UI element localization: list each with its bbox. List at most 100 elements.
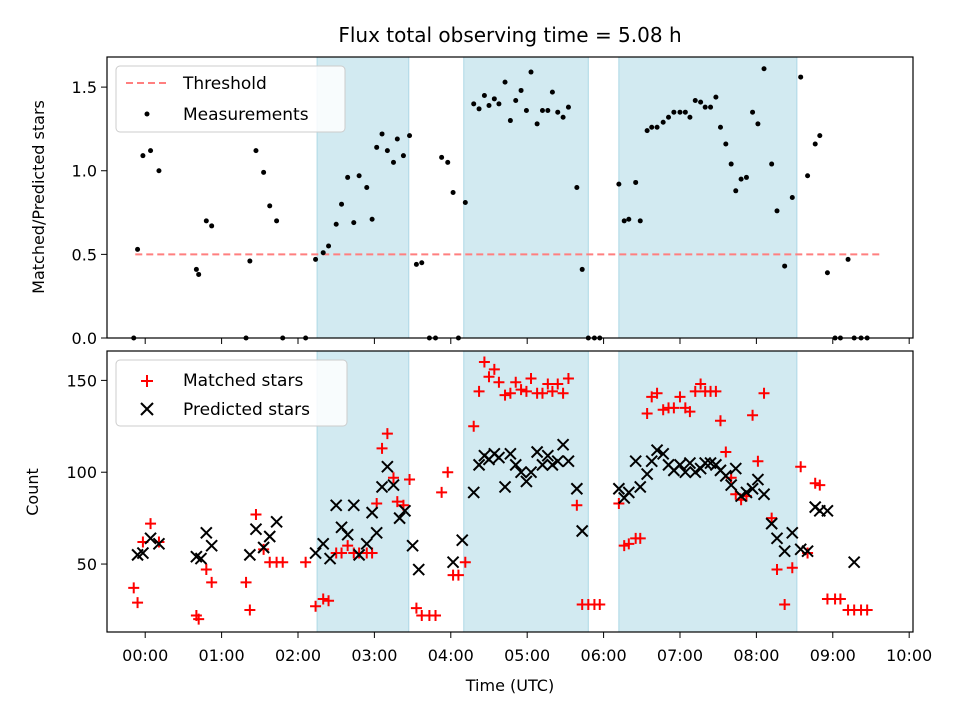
predicted-point-42 [514,466,528,479]
matched-point-19 [323,595,335,607]
predicted-point-25 [381,460,394,473]
measurement-point-86 [717,124,723,130]
legend-matched-label: Matched stars [183,371,303,391]
measurement-point-17 [313,256,319,262]
measurement-point-11 [253,148,259,154]
predicted-point-56 [622,486,636,499]
matched-point-34 [410,602,422,614]
top-y-tick-label-0: 0.0 [72,329,97,348]
matched-point-98 [786,562,798,574]
matched-point-102 [814,479,826,491]
top-y-tick-label-1: 0.5 [72,245,97,264]
predicted-point-34 [472,458,486,472]
measurement-point-25 [364,184,370,190]
top-y-tick-label-2: 1.0 [72,162,97,181]
measurement-point-102 [817,133,823,139]
predicted-point-28 [398,504,412,517]
top-observing-windows [316,56,798,339]
measurement-point-80 [687,114,693,120]
measurement-point-27 [374,144,380,150]
measurement-point-87 [723,141,729,147]
top-x-ticks [144,338,910,344]
predicted-point-75 [724,478,738,492]
measurement-point-29 [384,148,390,154]
top-y-ticks: 0.0 0.5 1.0 1.5 [72,78,107,348]
matched-point-44 [473,385,485,397]
predicted-point-61 [650,443,664,457]
measurement-point-92 [750,109,756,115]
measurement-point-53 [523,108,529,114]
x-tick-label-5: 05:00 [504,646,550,665]
measurement-point-73 [649,124,655,130]
measurement-point-52 [518,87,524,93]
measurement-point-91 [743,174,749,180]
matched-point-78 [674,391,686,403]
measurement-point-32 [400,153,406,159]
predicted-point-41 [509,458,522,472]
measurement-point-46 [486,103,492,109]
legend-threshold-label: Threshold [182,74,267,94]
matched-point-75 [657,404,669,416]
matched-point-66 [594,598,606,610]
measurement-point-100 [805,173,811,179]
predicted-point-27 [393,511,406,525]
predicted-point-52 [570,482,584,495]
matched-point-29 [381,428,393,440]
predicted-point-90 [821,504,834,517]
measurement-point-76 [666,114,672,120]
predicted-point-30 [412,563,425,576]
matched-point-42 [459,556,471,568]
measurement-point-33 [407,133,413,139]
predicted-point-68 [689,466,702,479]
measurement-point-67 [616,181,622,187]
predicted-point-60 [645,454,658,468]
measurement-point-55 [534,121,540,127]
matched-point-51 [510,376,522,388]
bottom-legend-box [115,359,348,427]
matched-point-62 [571,499,583,511]
measurement-point-99 [798,74,804,80]
predicted-point-23 [370,526,383,540]
measurement-point-69 [626,216,632,222]
measurement-point-7 [203,218,209,224]
legend-predicted-label: Predicted stars [183,400,310,420]
predicted-point-33 [467,486,480,499]
matched-point-60 [557,387,569,399]
measurement-point-71 [637,218,643,224]
measurement-point-21 [339,201,345,207]
measurement-point-59 [555,109,561,115]
measurement-point-84 [708,104,714,110]
matched-point-8 [206,576,218,588]
measurement-point-70 [633,179,639,185]
predicted-point-26 [387,478,400,492]
predicted-point-29 [406,539,419,552]
predicted-point-9 [249,522,263,536]
measurement-point-103 [824,270,830,276]
bot-observing-window-2 [463,350,589,633]
measurement-point-77 [671,109,677,115]
x-tick-label-4: 04:00 [428,646,474,665]
measurement-point-72 [644,128,650,134]
bottom-observing-windows [316,350,798,633]
predicted-point-85 [786,526,799,540]
legend-measurement-swatch [144,111,150,117]
measurement-point-2 [140,153,146,159]
predicted-point-49 [551,454,564,468]
predicted-star-points [131,438,861,576]
matched-point-97 [779,598,791,610]
measurement-point-14 [274,218,280,224]
chart-title: Flux total observing time = 5.08 h [338,23,681,47]
measurement-point-96 [774,208,780,214]
predicted-point-2 [144,532,157,545]
predicted-point-59 [640,467,654,481]
measurement-point-93 [755,121,761,127]
measurement-point-39 [445,159,451,165]
predicted-point-32 [456,533,469,547]
measurement-point-18 [320,250,326,256]
measurement-point-31 [394,136,400,142]
x-tick-label-2: 02:00 [275,646,321,665]
measurement-point-54 [528,69,534,75]
matched-point-71 [634,532,646,544]
measurement-point-8 [209,223,215,229]
matched-point-10 [244,604,256,616]
